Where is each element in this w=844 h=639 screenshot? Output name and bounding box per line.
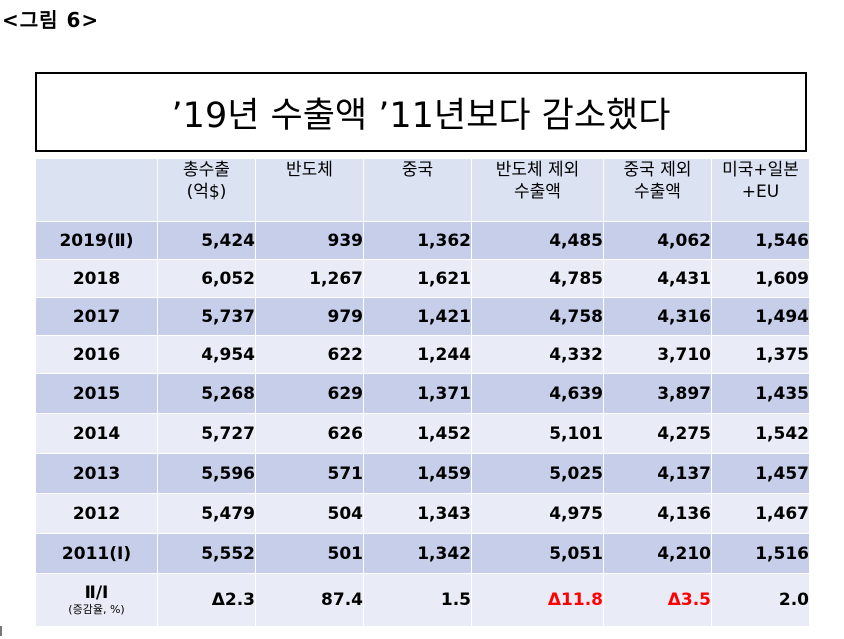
- table-cell: 1,494: [711, 297, 810, 336]
- ratio-cell-negative: Δ11.8: [471, 573, 604, 627]
- header-cell-total-exports: 총수출 (억$): [157, 158, 256, 222]
- row-label: 2011(Ⅰ): [35, 533, 158, 574]
- table-cell: 1,609: [711, 259, 810, 298]
- table-cell: 1,362: [363, 221, 472, 260]
- table-cell: 622: [255, 335, 364, 374]
- table-cell: 571: [255, 453, 364, 494]
- table-cell: 4,136: [603, 493, 712, 534]
- table-cell: 504: [255, 493, 364, 534]
- table-cell: 1,267: [255, 259, 364, 298]
- table-row: 2018 6,052 1,267 1,621 4,785 4,431 1,609: [35, 259, 810, 298]
- row-label: 2019(Ⅱ): [35, 221, 158, 260]
- table-cell: 1,516: [711, 533, 810, 574]
- table-cell: 939: [255, 221, 364, 260]
- table-row: 2012 5,479 504 1,343 4,975 4,136 1,467: [35, 493, 810, 534]
- table-cell: 4,954: [157, 335, 256, 374]
- table-cell: 5,727: [157, 413, 256, 454]
- header-cell-semiconductor: 반도체: [255, 158, 364, 222]
- table-cell: 4,062: [603, 221, 712, 260]
- table-cell: 5,025: [471, 453, 604, 494]
- table-cell: 4,758: [471, 297, 604, 336]
- table-cell: 1,459: [363, 453, 472, 494]
- table-row: 2019(Ⅱ) 5,424 939 1,362 4,485 4,062 1,54…: [35, 221, 810, 260]
- ratio-cell: 87.4: [255, 573, 364, 627]
- table-row: 2015 5,268 629 1,371 4,639 3,897 1,435: [35, 373, 810, 414]
- page-title: ’19년 수출액 ’11년보다 감소했다: [35, 72, 807, 152]
- table-cell: 1,621: [363, 259, 472, 298]
- table-cell: 629: [255, 373, 364, 414]
- header-cell-excl-semiconductor: 반도체 제외 수출액: [471, 158, 604, 222]
- ratio-row: Ⅱ/Ⅰ (증감율, %) Δ2.3 87.4 1.5 Δ11.8 Δ3.5 2.…: [35, 573, 810, 627]
- table-cell: 5,737: [157, 297, 256, 336]
- table-cell: 4,332: [471, 335, 604, 374]
- ratio-cell: 2.0: [711, 573, 810, 627]
- figure-label: <그림 6>: [2, 8, 100, 32]
- table-cell: 4,639: [471, 373, 604, 414]
- table-cell: 1,467: [711, 493, 810, 534]
- table-cell: 1,371: [363, 373, 472, 414]
- edge-mark: [0, 626, 2, 636]
- table-cell: 501: [255, 533, 364, 574]
- table-cell: 5,479: [157, 493, 256, 534]
- table-row: 2014 5,727 626 1,452 5,101 4,275 1,542: [35, 413, 810, 454]
- ratio-label-sub: (증감율, %): [68, 603, 125, 616]
- table-cell: 1,375: [711, 335, 810, 374]
- export-table: 총수출 (억$) 반도체 중국 반도체 제외 수출액 중국 제외 수출액 미국+…: [35, 158, 810, 627]
- table-row: 2013 5,596 571 1,459 5,025 4,137 1,457: [35, 453, 810, 494]
- row-label: 2018: [35, 259, 158, 298]
- table-cell: 4,275: [603, 413, 712, 454]
- ratio-label-main: Ⅱ/Ⅰ: [84, 583, 109, 603]
- table-cell: 4,785: [471, 259, 604, 298]
- table-row: 2017 5,737 979 1,421 4,758 4,316 1,494: [35, 297, 810, 336]
- table-cell: 1,457: [711, 453, 810, 494]
- table-cell: 5,101: [471, 413, 604, 454]
- table-cell: 4,975: [471, 493, 604, 534]
- header-cell-us-japan-eu: 미국+일본 +EU: [711, 158, 810, 222]
- table-cell: 1,244: [363, 335, 472, 374]
- ratio-cell: Δ2.3: [157, 573, 256, 627]
- table-cell: 1,343: [363, 493, 472, 534]
- table-cell: 6,052: [157, 259, 256, 298]
- ratio-cell: 1.5: [363, 573, 472, 627]
- header-row: 총수출 (억$) 반도체 중국 반도체 제외 수출액 중국 제외 수출액 미국+…: [35, 158, 810, 222]
- row-label: 2017: [35, 297, 158, 336]
- header-cell-china: 중국: [363, 158, 472, 222]
- ratio-cell-negative: Δ3.5: [603, 573, 712, 627]
- table-cell: 4,485: [471, 221, 604, 260]
- table-cell: 3,897: [603, 373, 712, 414]
- table-cell: 1,542: [711, 413, 810, 454]
- table-cell: 5,552: [157, 533, 256, 574]
- table-cell: 5,596: [157, 453, 256, 494]
- table-cell: 5,268: [157, 373, 256, 414]
- table-cell: 1,342: [363, 533, 472, 574]
- row-label: 2016: [35, 335, 158, 374]
- header-cell-excl-china: 중국 제외 수출액: [603, 158, 712, 222]
- table-cell: 3,710: [603, 335, 712, 374]
- row-label: 2014: [35, 413, 158, 454]
- table-cell: 1,435: [711, 373, 810, 414]
- table-cell: 979: [255, 297, 364, 336]
- row-label: 2013: [35, 453, 158, 494]
- table-row: 2016 4,954 622 1,244 4,332 3,710 1,375: [35, 335, 810, 374]
- row-label: 2012: [35, 493, 158, 534]
- row-label: 2015: [35, 373, 158, 414]
- table-cell: 1,546: [711, 221, 810, 260]
- header-cell-corner: [35, 158, 158, 222]
- table-row: 2011(Ⅰ) 5,552 501 1,342 5,051 4,210 1,51…: [35, 533, 810, 574]
- table-cell: 1,452: [363, 413, 472, 454]
- table-cell: 4,210: [603, 533, 712, 574]
- table-cell: 5,051: [471, 533, 604, 574]
- table-cell: 626: [255, 413, 364, 454]
- ratio-row-label: Ⅱ/Ⅰ (증감율, %): [35, 573, 158, 627]
- table-cell: 4,431: [603, 259, 712, 298]
- table-cell: 4,137: [603, 453, 712, 494]
- table-cell: 4,316: [603, 297, 712, 336]
- table-cell: 1,421: [363, 297, 472, 336]
- table-cell: 5,424: [157, 221, 256, 260]
